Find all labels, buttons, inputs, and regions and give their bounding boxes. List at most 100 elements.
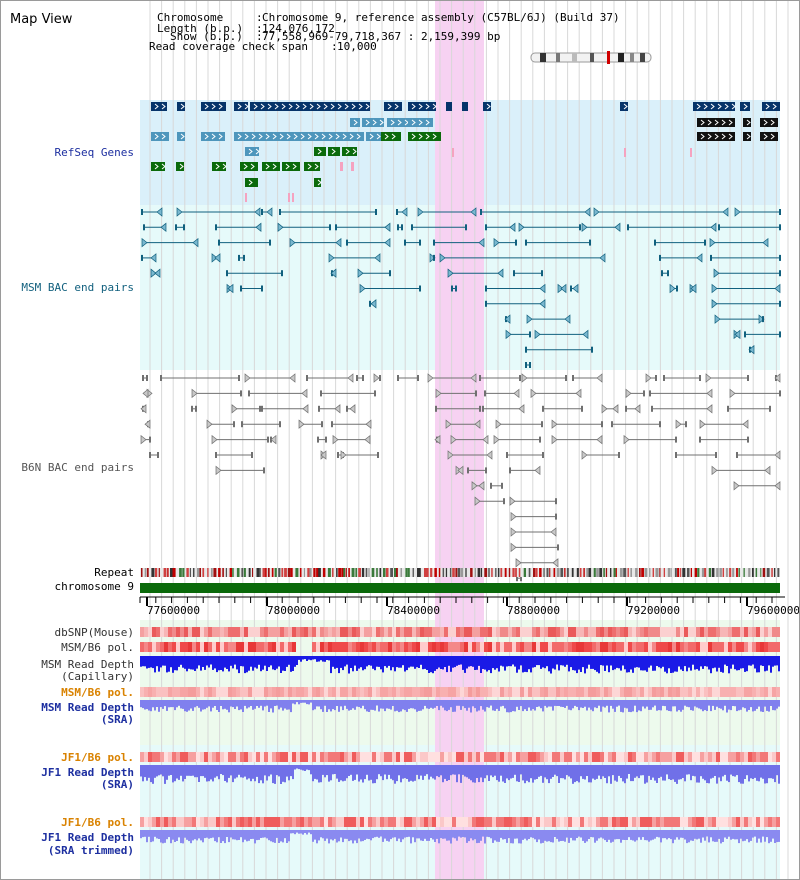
depth-bar <box>362 830 364 842</box>
bac-end-arrow <box>634 404 641 414</box>
heat-cell <box>772 642 776 652</box>
depth-bar <box>224 765 226 781</box>
refseq-gene-green[interactable] <box>282 162 300 171</box>
refseq-gene-pink[interactable] <box>288 193 290 202</box>
heat-cell <box>648 642 652 652</box>
refseq-gene-dark[interactable] <box>762 102 780 111</box>
msm-b6-pol-track-2[interactable] <box>140 687 780 697</box>
dbsnp-track[interactable] <box>140 627 780 637</box>
refseq-gene-pink[interactable] <box>292 193 294 202</box>
heat-cell <box>344 752 348 762</box>
heat-cell <box>152 627 156 637</box>
refseq-gene-pink[interactable] <box>690 148 692 157</box>
refseq-gene-light[interactable] <box>366 132 384 141</box>
msm-read-depth-sra-track[interactable] <box>140 700 780 713</box>
repeat-element <box>495 568 497 577</box>
heat-cell <box>704 752 708 762</box>
heat-cell <box>388 687 392 697</box>
refseq-gene-light[interactable] <box>177 132 185 141</box>
refseq-gene-green[interactable] <box>262 162 280 171</box>
refseq-gene-dark[interactable] <box>620 102 628 111</box>
jf1-read-depth-sra-track[interactable] <box>140 765 780 784</box>
refseq-gene-dark[interactable] <box>462 102 468 111</box>
depth-bar <box>214 700 216 706</box>
refseq-genes-track[interactable] <box>151 102 780 202</box>
refseq-gene-green[interactable] <box>176 162 184 171</box>
depth-bar <box>182 830 184 844</box>
chromosome-bar[interactable] <box>140 583 780 593</box>
refseq-gene-green[interactable] <box>408 132 441 141</box>
refseq-gene-pink[interactable] <box>245 193 247 202</box>
refseq-gene-light[interactable] <box>350 118 360 127</box>
heat-cell <box>592 752 596 762</box>
msm-b6-pol-track-1[interactable] <box>140 642 780 652</box>
jf1-b6-pol-track-1[interactable] <box>140 752 780 762</box>
gene-strand-arrow <box>387 103 392 110</box>
refseq-gene-pink[interactable] <box>351 162 354 171</box>
refseq-gene-light[interactable] <box>151 132 169 141</box>
refseq-gene-green[interactable] <box>328 147 340 156</box>
refseq-gene-dark[interactable] <box>201 102 226 111</box>
depth-bar <box>432 765 434 779</box>
gene-strand-arrow <box>724 103 729 110</box>
depth-bar <box>548 765 550 784</box>
refseq-gene-pink[interactable] <box>340 162 343 171</box>
bac-end-tick <box>465 224 467 231</box>
msm-bac-end-pairs-track[interactable] <box>141 207 781 368</box>
refseq-gene-dark[interactable] <box>446 102 452 111</box>
refseq-gene-light[interactable] <box>408 118 433 127</box>
jf1-b6-pol-track-2[interactable] <box>140 817 780 827</box>
refseq-gene-light[interactable] <box>234 132 364 141</box>
refseq-gene-pink[interactable] <box>624 148 626 157</box>
refseq-gene-green[interactable] <box>314 147 326 156</box>
refseq-gene-dark[interactable] <box>483 102 491 111</box>
depth-bar <box>436 765 438 777</box>
heat-cell <box>308 752 312 762</box>
repeat-element <box>579 568 582 577</box>
bac-end-arrow <box>457 465 464 476</box>
heat-cell <box>536 627 540 637</box>
depth-bar <box>532 765 534 783</box>
b6n-bac-end-pairs-track[interactable] <box>140 373 781 582</box>
repeat-track[interactable] <box>140 568 780 577</box>
refseq-gene-green[interactable] <box>304 162 320 171</box>
refseq-gene-black[interactable] <box>697 118 735 127</box>
refseq-gene-dark[interactable] <box>384 102 402 111</box>
bac-end-tick <box>404 239 406 246</box>
depth-bar <box>582 656 584 668</box>
refseq-gene-pink[interactable] <box>452 148 454 157</box>
depth-bar <box>250 830 252 839</box>
refseq-gene-black[interactable] <box>760 118 778 127</box>
depth-bar <box>488 830 490 838</box>
depth-bar <box>776 656 778 666</box>
heat-cell <box>380 817 384 827</box>
refseq-gene-green[interactable] <box>240 162 258 171</box>
jf1-read-depth-trimmed-track[interactable] <box>140 830 780 844</box>
refseq-gene-black[interactable] <box>697 132 735 141</box>
depth-bar <box>476 700 478 712</box>
msm-read-depth-capillary-track[interactable] <box>140 656 780 674</box>
refseq-gene-black[interactable] <box>760 132 778 141</box>
refseq-gene-green[interactable] <box>314 178 321 187</box>
refseq-gene-green[interactable] <box>381 132 401 141</box>
refseq-gene-black[interactable] <box>743 118 751 127</box>
chromosome-ideogram[interactable] <box>530 51 652 64</box>
bac-end-tick <box>519 375 521 381</box>
gene-strand-arrow <box>154 163 159 170</box>
heat-cell <box>652 627 656 637</box>
refseq-gene-black[interactable] <box>743 132 751 141</box>
heat-cell <box>688 687 692 697</box>
depth-bar <box>736 700 738 712</box>
heat-cell <box>208 817 212 827</box>
refseq-gene-dark[interactable] <box>250 102 370 111</box>
refseq-gene-dark[interactable] <box>151 102 167 111</box>
repeat-element <box>299 568 302 577</box>
refseq-gene-dark[interactable] <box>740 102 750 111</box>
refseq-gene-light[interactable] <box>201 132 225 141</box>
depth-bar <box>506 830 508 843</box>
refseq-gene-light[interactable] <box>362 118 384 127</box>
repeat-element <box>738 568 740 577</box>
heat-cell <box>248 627 252 637</box>
refseq-gene-dark[interactable] <box>177 102 185 111</box>
